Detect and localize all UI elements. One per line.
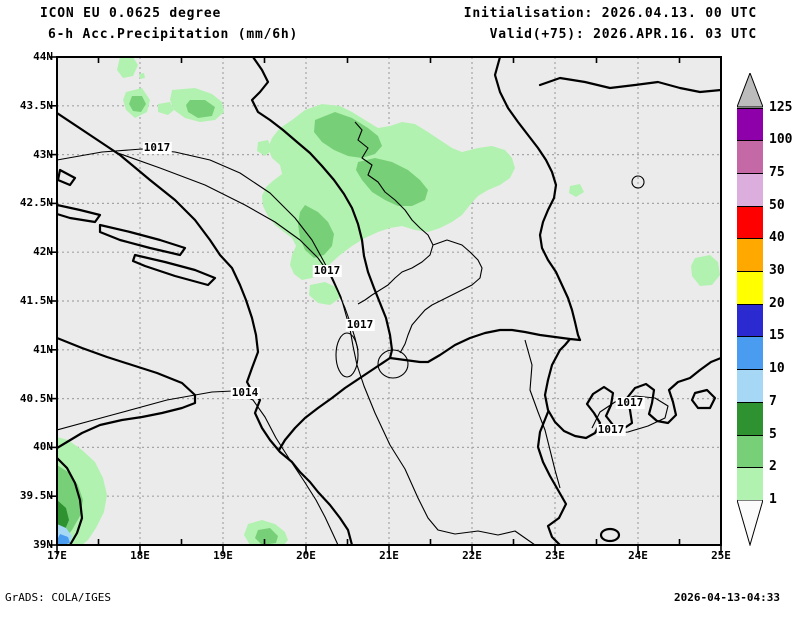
lat-tick-label-7: 40.5N [19, 391, 53, 405]
colorbar-segment-5 [737, 303, 763, 338]
colorbar-segment-11 [737, 107, 763, 142]
lon-tick-label-6: 23E [545, 549, 565, 562]
footer-timestamp: 2026-04-13-04:33 [674, 591, 780, 604]
colorbar-level-1: 1 [769, 491, 777, 507]
colorbar-level-15: 15 [769, 328, 785, 344]
isobar-label-3: 1014 [230, 386, 260, 399]
axis-ticks [49, 56, 722, 554]
footer-credit: GrADS: COLA/IGES [5, 591, 111, 604]
lon-tick-label-1: 18E [130, 549, 150, 562]
colorbar-level-75: 75 [769, 164, 785, 180]
colorbar-segment-2 [737, 401, 763, 436]
init-time: Initialisation: 2026.04.13. 00 UTC [463, 6, 757, 21]
lon-tick-label-5: 22E [462, 549, 482, 562]
colorbar-segment-1 [737, 434, 763, 469]
colorbar-level-5: 5 [769, 426, 777, 442]
isobar-label-2: 1017 [345, 318, 375, 331]
lon-tick-label-7: 24E [628, 549, 648, 562]
isobar-label-5: 1017 [596, 423, 626, 436]
lat-tick-label-1: 43.5N [19, 98, 53, 112]
coastlines-borders [57, 57, 721, 545]
colorbar-segment-0 [737, 467, 763, 501]
colorbar-segment-6 [737, 271, 763, 305]
precip-medium-green [57, 96, 428, 545]
colorbar-segment-7 [737, 238, 763, 272]
lat-tick-label-6: 41N [33, 342, 53, 356]
colorbar-level-40: 40 [769, 230, 785, 246]
colorbar-level-125: 125 [769, 99, 793, 115]
colorbar-segment-3 [737, 369, 763, 403]
product-title: 6-h Acc.Precipitation (mm/6h) [48, 27, 299, 42]
map-canvas [49, 56, 722, 554]
lat-tick-label-9: 39.5N [19, 489, 53, 503]
lat-tick-label-4: 42N [33, 245, 53, 259]
isobar-label-4: 1017 [615, 396, 645, 409]
valid-time: Valid(+75): 2026.APR.16. 03 UTC [489, 27, 757, 42]
colorbar-level-10: 10 [769, 361, 785, 377]
lat-tick-label-8: 40N [33, 440, 53, 454]
isobar-label-0: 1017 [142, 141, 172, 154]
colorbar-segment-8 [737, 205, 763, 240]
colorbar-level-100: 100 [769, 132, 793, 148]
precip-medium-blue [57, 534, 70, 545]
lon-tick-label-4: 21E [379, 549, 399, 562]
lat-tick-label-2: 43N [33, 147, 53, 161]
lon-tick-label-0: 17E [47, 549, 67, 562]
colorbar-level-7: 7 [769, 393, 777, 409]
lat-tick-label-5: 41.5N [19, 294, 53, 307]
isobar-label-1: 1017 [312, 264, 342, 277]
colorbar-segment-4 [737, 336, 763, 371]
colorbar-segment-10 [737, 140, 763, 174]
colorbar-level-50: 50 [769, 197, 785, 213]
colorbar-level-30: 30 [769, 263, 785, 278]
colorbar-level-20: 20 [769, 295, 785, 311]
lon-tick-label-8: 25E [711, 549, 731, 562]
lon-tick-label-2: 19E [213, 549, 233, 562]
lat-tick-label-10: 39N [33, 538, 53, 551]
colorbar-segment-9 [737, 172, 763, 207]
lon-tick-label-3: 20E [296, 549, 316, 562]
colorbar-overflow-arrow [737, 73, 763, 108]
map-frame [56, 56, 722, 546]
model-title: ICON EU 0.0625 degree [40, 6, 222, 21]
colorbar-underflow-arrow [737, 500, 763, 546]
colorbar-level-2: 2 [769, 459, 777, 475]
lat-tick-label-3: 42.5N [19, 196, 53, 210]
lat-tick-label-0: 44N [33, 50, 53, 63]
